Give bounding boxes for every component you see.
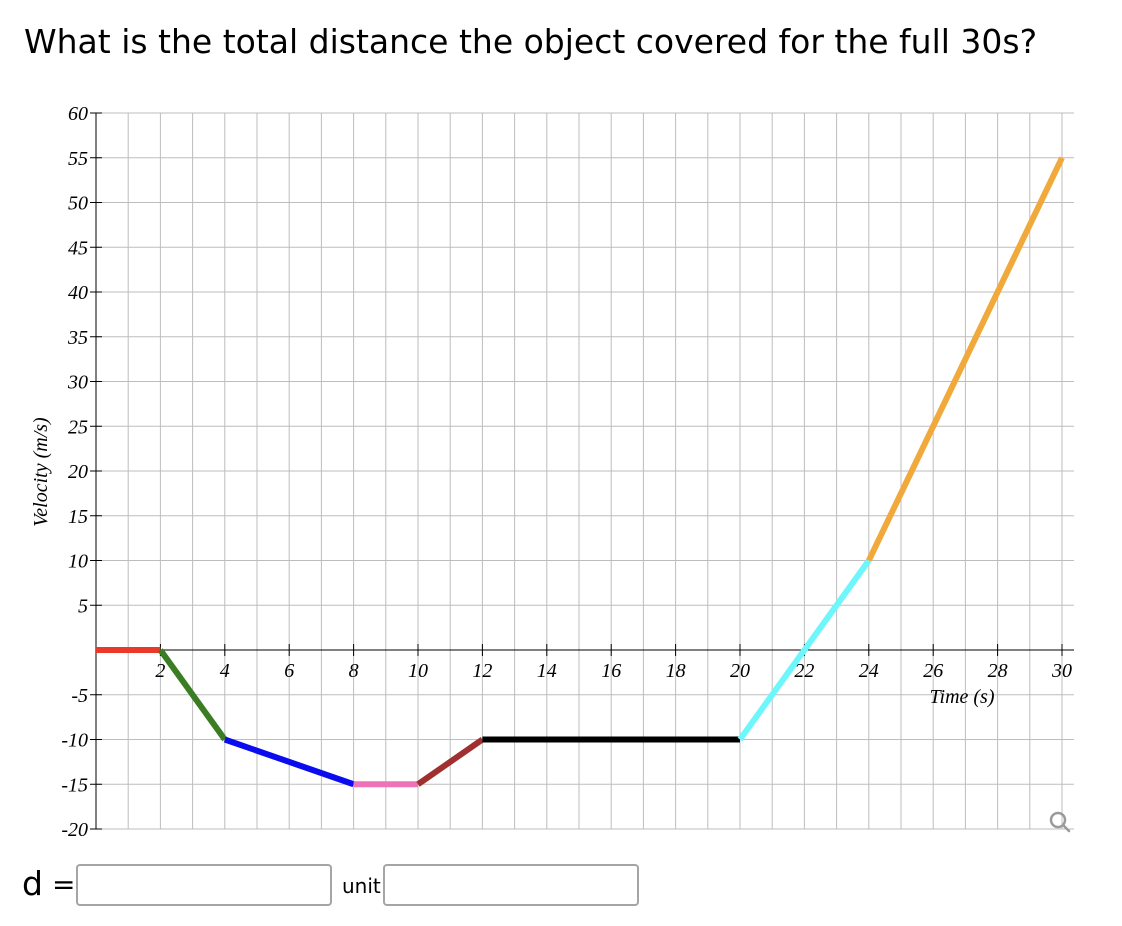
x-tick-label: 16 <box>601 660 621 682</box>
velocity-segment <box>157 648 228 742</box>
magnifier-icon[interactable] <box>1049 811 1071 833</box>
y-tick-label: 10 <box>68 551 88 573</box>
y-tick-label: 15 <box>68 506 88 528</box>
x-tick-label: 6 <box>284 660 294 682</box>
y-tick-label: 25 <box>68 416 88 438</box>
x-tick-label: 14 <box>537 660 557 682</box>
velocity-time-graph: 2 4 6 8 10 12 14 16 18 20 22 24 26 28 30-20-15-10-5510… <box>30 103 1074 841</box>
y-axis-title: Velocity (m/s) <box>30 417 52 527</box>
graph-segments <box>96 156 1065 788</box>
answer-row: d = unit <box>0 860 1122 920</box>
unit-label: unit <box>342 874 381 898</box>
y-tick-label: 50 <box>68 193 88 215</box>
distance-label: d <box>22 864 43 903</box>
x-tick-label: 4 <box>220 660 230 682</box>
velocity-segment <box>737 558 872 742</box>
y-tick-label: 55 <box>68 148 88 170</box>
unit-input[interactable] <box>383 864 639 906</box>
x-tick-label: 12 <box>472 660 492 682</box>
x-tick-label: 24 <box>859 660 879 682</box>
x-tick-label: 28 <box>988 660 1008 682</box>
x-tick-label: 26 <box>923 660 943 682</box>
y-tick-label: -20 <box>61 819 88 841</box>
distance-input[interactable] <box>76 864 332 906</box>
y-tick-label: 30 <box>67 372 88 394</box>
y-tick-label: 35 <box>67 327 88 349</box>
velocity-segment <box>866 156 1065 562</box>
y-tick-label: -15 <box>61 774 88 796</box>
y-tick-label: 40 <box>68 282 88 304</box>
tick-labels: 2 4 6 8 10 12 14 16 18 20 22 24 26 28 30-20-15-10-5510… <box>61 103 1072 841</box>
y-tick-label: -5 <box>71 685 88 707</box>
question-text: What is the total distance the object co… <box>24 22 1038 61</box>
x-tick-label: 8 <box>349 660 359 682</box>
y-tick-label: 20 <box>68 461 88 483</box>
grid-lines <box>95 112 1074 830</box>
x-tick-label: 18 <box>666 660 686 682</box>
y-tick-label: -10 <box>61 730 88 752</box>
velocity-segment <box>416 737 485 787</box>
x-tick-label: 30 <box>1051 660 1072 682</box>
x-tick-label: 2 <box>155 660 165 682</box>
y-tick-label: 45 <box>68 237 88 259</box>
equals-sign: = <box>52 868 76 901</box>
x-tick-label: 10 <box>408 660 428 682</box>
y-tick-label: 5 <box>78 595 88 617</box>
x-tick-label: 22 <box>794 660 814 682</box>
velocity-segment <box>223 736 355 788</box>
y-tick-label: 60 <box>68 103 88 125</box>
x-axis-title: Time (s) <box>930 686 995 708</box>
x-tick-label: 20 <box>730 660 750 682</box>
